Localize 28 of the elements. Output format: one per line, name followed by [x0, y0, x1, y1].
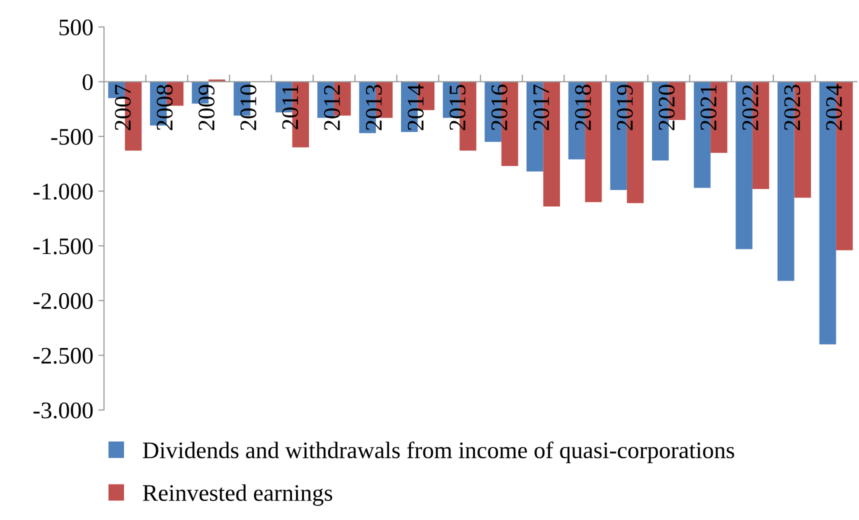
y-tick-label: -3.000 [33, 402, 93, 419]
x-tick-label: 2020 [658, 84, 675, 130]
legend-label: Reinvested earnings [142, 484, 332, 506]
y-tick-label: -2.000 [33, 293, 93, 310]
x-tick-label: 2007 [114, 84, 131, 130]
y-tick-label: -2.500 [33, 348, 93, 364]
x-tick-label: 2014 [408, 84, 424, 130]
legend-label: Dividends and withdrawals from income of quasi-corporations [142, 441, 734, 464]
y-tick-label: 0 [82, 74, 93, 90]
x-tick-label: 2018 [575, 84, 591, 130]
x-tick-label: 2015 [450, 84, 466, 130]
y-tick-label: 500 [60, 19, 93, 36]
x-tick-label: 2008 [156, 84, 173, 130]
x-tick-label: 2021 [700, 85, 716, 130]
x-tick-label: 2009 [198, 84, 214, 130]
x-tick-label: 2011 [282, 85, 298, 130]
x-tick-label: 2023 [784, 84, 800, 130]
x-tick-label: 2013 [366, 84, 382, 130]
x-tick-label: 2017 [533, 84, 550, 130]
x-tick-label: 2022 [742, 85, 758, 130]
y-tick-label: -1.500 [33, 238, 93, 254]
x-tick-label: 2016 [491, 84, 508, 130]
y-tick-label: -500 [51, 128, 93, 145]
x-tick-label: 2024 [826, 84, 842, 130]
x-tick-label: 2012 [324, 85, 340, 130]
x-tick-label: 2010 [240, 84, 256, 130]
x-tick-label: 2019 [616, 84, 633, 130]
y-tick-label: -1.000 [33, 184, 93, 200]
